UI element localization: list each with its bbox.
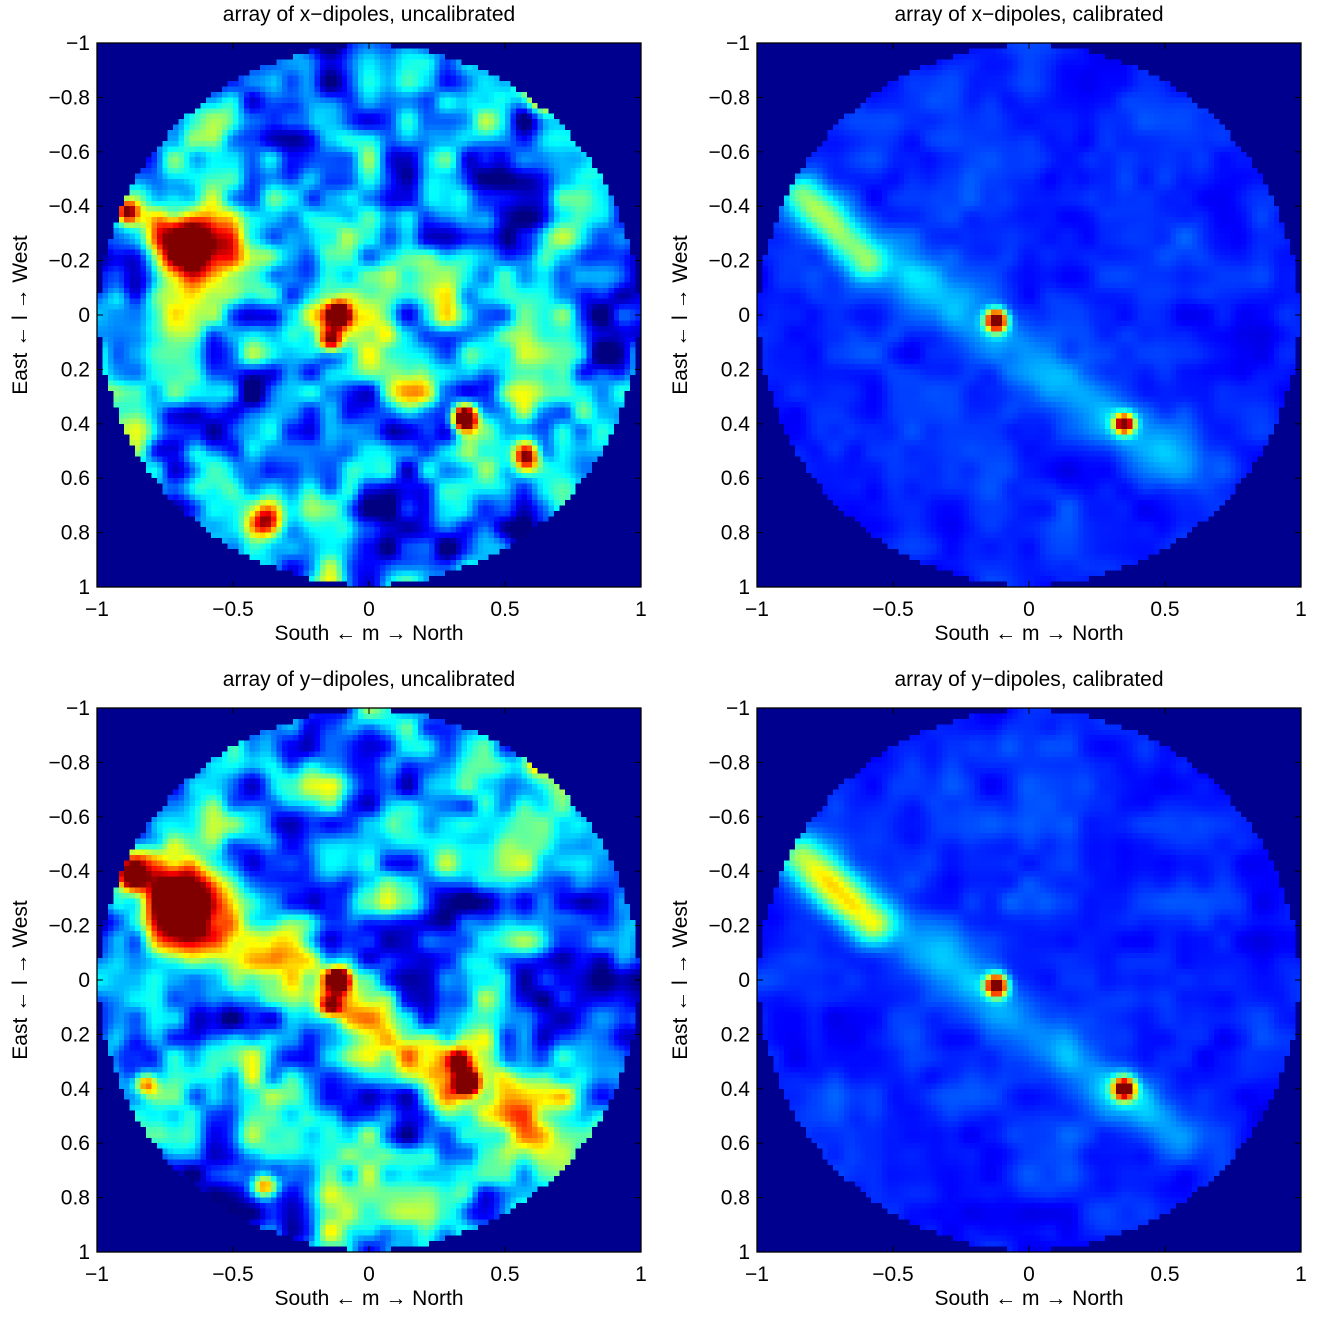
y-tick-label: −0.6 [709, 806, 750, 829]
y-axis-label: East ← l → West [9, 900, 32, 1060]
y-tick-label: 0.8 [721, 522, 750, 545]
y-tick-label: −0.6 [49, 141, 90, 164]
y-tick-label: 0.4 [61, 413, 91, 436]
chart-svg: −1 −0.5 0 0.5 1−1−0.8−0.6−0.4−0.200.20.40.60… [9, 3, 647, 645]
chart-title: array of y−dipoles, calibrated [894, 668, 1163, 691]
y-tick-label: 0.6 [61, 467, 90, 490]
y-tick-label: 0.2 [721, 358, 750, 381]
x-tick-label: 0.5 [490, 1263, 519, 1286]
chart-svg: −1 −0.5 0 0.5 1−1−0.8−0.6−0.4−0.200.20.40.60… [669, 668, 1307, 1310]
y-tick-label: −0.6 [709, 141, 750, 164]
y-tick-label: 0.8 [61, 1187, 90, 1210]
y-tick-label: 0.8 [721, 1187, 750, 1210]
x-axis-label: South ← m → North [934, 1287, 1123, 1310]
y-tick-label: 0.2 [721, 1023, 750, 1046]
x-tick-label: −0.5 [212, 598, 253, 621]
x-axis-label: South ← m → North [934, 622, 1123, 645]
x-axis-label: South ← m → North [274, 1287, 463, 1310]
x-tick-label: 0 [1023, 1263, 1035, 1286]
y-tick-label: 0 [738, 969, 750, 992]
y-tick-label: 1 [78, 576, 90, 599]
y-tick-label: −0.2 [709, 250, 750, 273]
x-tick-label: −0.5 [872, 1263, 913, 1286]
x-tick-label: −1 [745, 1263, 769, 1286]
chart-svg: −1 −0.5 0 0.5 1−1−0.8−0.6−0.4−0.200.20.40.60… [669, 3, 1307, 645]
y-tick-label: −0.8 [709, 751, 750, 774]
y-tick-label: 0.6 [721, 1132, 750, 1155]
x-tick-label: −1 [745, 598, 769, 621]
y-tick-label: 0.4 [721, 413, 751, 436]
chart-title: array of x−dipoles, calibrated [894, 3, 1163, 26]
y-tick-label: 1 [78, 1241, 90, 1264]
x-tick-label: −1 [85, 598, 109, 621]
y-tick-label: 0.6 [61, 1132, 90, 1155]
y-tick-label: 0.2 [61, 358, 90, 381]
x-tick-label: 0 [363, 598, 375, 621]
x-tick-label: 0.5 [490, 598, 519, 621]
chart-title: array of x−dipoles, uncalibrated [223, 3, 515, 26]
subplot-y-dipoles-calibrated: −1 −0.5 0 0.5 1 −1 −0.8 −0.6 −0.4 −0.2 0 0.2 0.4 0.6 0… [660, 665, 1320, 1322]
y-tick-label: −1 [726, 697, 750, 720]
sky-image [97, 708, 641, 1252]
x-tick-label: 1 [635, 598, 647, 621]
chart-svg: −1 −0.5 0 0.5 1−1−0.8−0.6−0.4−0.200.20.40.60… [9, 668, 647, 1310]
x-tick-label: 0 [363, 1263, 375, 1286]
subplot-x-dipoles-uncalibrated: −1 −0.5 0 0.5 1 −1 −0.8 −0.6 −0.4 −0.2 0 0.2 0.4 0.6 0… [0, 0, 660, 657]
y-tick-label: −0.4 [49, 195, 91, 218]
y-tick-label: −0.4 [709, 195, 751, 218]
y-tick-label: 0 [78, 969, 90, 992]
y-axis-label: East ← l → West [669, 900, 692, 1060]
x-tick-label: −0.5 [212, 1263, 253, 1286]
y-tick-label: −0.2 [49, 915, 90, 938]
subplot-y-dipoles-uncalibrated: −1 −0.5 0 0.5 1 −1 −0.8 −0.6 −0.4 −0.2 0 0.2 0.4 0.6 0… [0, 665, 660, 1322]
y-tick-label: 0.4 [61, 1078, 91, 1101]
x-tick-label: 0.5 [1150, 598, 1179, 621]
y-tick-label: 0.6 [721, 467, 750, 490]
y-tick-label: 0 [738, 304, 750, 327]
x-tick-label: 0.5 [1150, 1263, 1179, 1286]
y-tick-label: 1 [738, 576, 750, 599]
sky-image [757, 708, 1301, 1252]
y-tick-label: −1 [66, 32, 90, 55]
x-tick-label: 1 [1295, 598, 1307, 621]
x-tick-label: 0 [1023, 598, 1035, 621]
subplot-x-dipoles-calibrated: −1 −0.5 0 0.5 1 −1 −0.8 −0.6 −0.4 −0.2 0 0.2 0.4 0.6 0… [660, 0, 1320, 657]
y-tick-label: −0.8 [49, 86, 90, 109]
y-tick-label: −0.2 [709, 915, 750, 938]
y-tick-label: −0.2 [49, 250, 90, 273]
x-tick-label: 1 [1295, 1263, 1307, 1286]
y-tick-label: 0.4 [721, 1078, 751, 1101]
y-tick-label: −0.8 [709, 86, 750, 109]
sky-image [757, 43, 1301, 587]
y-tick-label: −0.4 [709, 860, 751, 883]
y-tick-label: 0.2 [61, 1023, 90, 1046]
y-tick-label: −0.4 [49, 860, 91, 883]
y-tick-label: 0.8 [61, 522, 90, 545]
x-tick-label: −1 [85, 1263, 109, 1286]
y-tick-label: −1 [726, 32, 750, 55]
y-axis-label: East ← l → West [9, 235, 32, 395]
y-tick-label: −0.8 [49, 751, 90, 774]
x-axis-label: South ← m → North [274, 622, 463, 645]
y-axis-label: East ← l → West [669, 235, 692, 395]
sky-image [97, 43, 641, 587]
y-tick-label: 1 [738, 1241, 750, 1264]
chart-title: array of y−dipoles, uncalibrated [223, 668, 515, 691]
x-tick-label: −0.5 [872, 598, 913, 621]
y-tick-label: −1 [66, 697, 90, 720]
x-tick-label: 1 [635, 1263, 647, 1286]
y-tick-label: −0.6 [49, 806, 90, 829]
y-tick-label: 0 [78, 304, 90, 327]
